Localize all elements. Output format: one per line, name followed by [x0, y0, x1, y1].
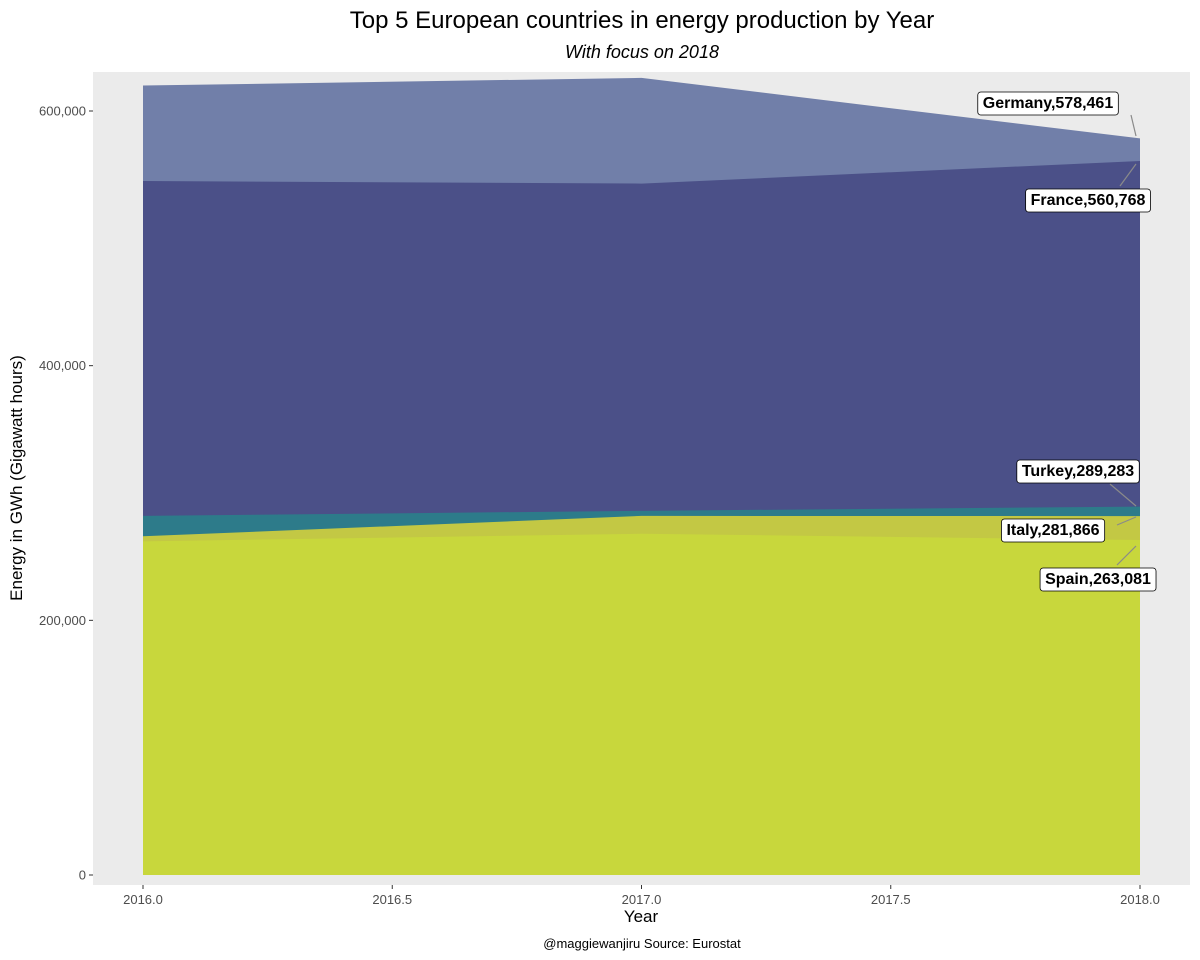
label-text: Turkey,289,283 — [1022, 463, 1134, 480]
y-tick-label: 400,000 — [39, 358, 86, 373]
label-connector — [1130, 114, 1137, 137]
x-tick-label: 2018.0 — [1120, 892, 1160, 907]
y-tick-label: 0 — [79, 868, 86, 883]
value-label-germany: Germany,578,461 — [977, 91, 1137, 137]
label-connector — [1109, 483, 1137, 507]
x-tick-label: 2016.5 — [372, 892, 412, 907]
label-text: Italy,281,866 — [1006, 522, 1099, 539]
x-tick-label: 2017.5 — [871, 892, 911, 907]
label-text: France,560,768 — [1031, 192, 1146, 209]
label-box — [1016, 459, 1140, 484]
y-tick-label: 600,000 — [39, 104, 86, 119]
area-spain — [143, 533, 1140, 875]
label-box — [1001, 518, 1106, 543]
y-axis-title: Energy in GWh (Gigawatt hours) — [7, 355, 26, 601]
x-tick-label: 2017.0 — [622, 892, 662, 907]
label-box — [1025, 188, 1151, 213]
value-label-france: France,560,768 — [1025, 163, 1151, 213]
x-axis-title: Year — [624, 907, 659, 926]
y-axis: 0 200,000 400,000 600,000 — [39, 104, 93, 883]
label-text: Spain,263,081 — [1045, 571, 1151, 588]
value-label-turkey: Turkey,289,283 — [1016, 459, 1140, 507]
label-connector — [1116, 545, 1137, 566]
value-label-italy: Italy,281,866 — [1001, 516, 1137, 543]
chart-title: Top 5 European countries in energy produ… — [350, 7, 934, 34]
label-text: Germany,578,461 — [983, 95, 1114, 112]
value-labels: Germany,578,461 France,560,768 Turkey,289,… — [977, 91, 1157, 592]
x-tick-label: 2016.0 — [123, 892, 163, 907]
label-box — [1039, 567, 1157, 592]
label-box — [977, 91, 1119, 116]
y-tick-label: 200,000 — [39, 613, 86, 628]
chart-subtitle: With focus on 2018 — [565, 42, 719, 62]
label-connector — [1116, 516, 1137, 526]
value-label-spain: Spain,263,081 — [1039, 545, 1157, 592]
x-axis: 2016.0 2016.5 2017.0 2017.5 2018.0 — [123, 885, 1160, 907]
area-layers — [143, 77, 1140, 876]
caption: @maggiewanjiru Source: Eurostat — [543, 936, 741, 951]
label-connector — [1119, 163, 1137, 187]
